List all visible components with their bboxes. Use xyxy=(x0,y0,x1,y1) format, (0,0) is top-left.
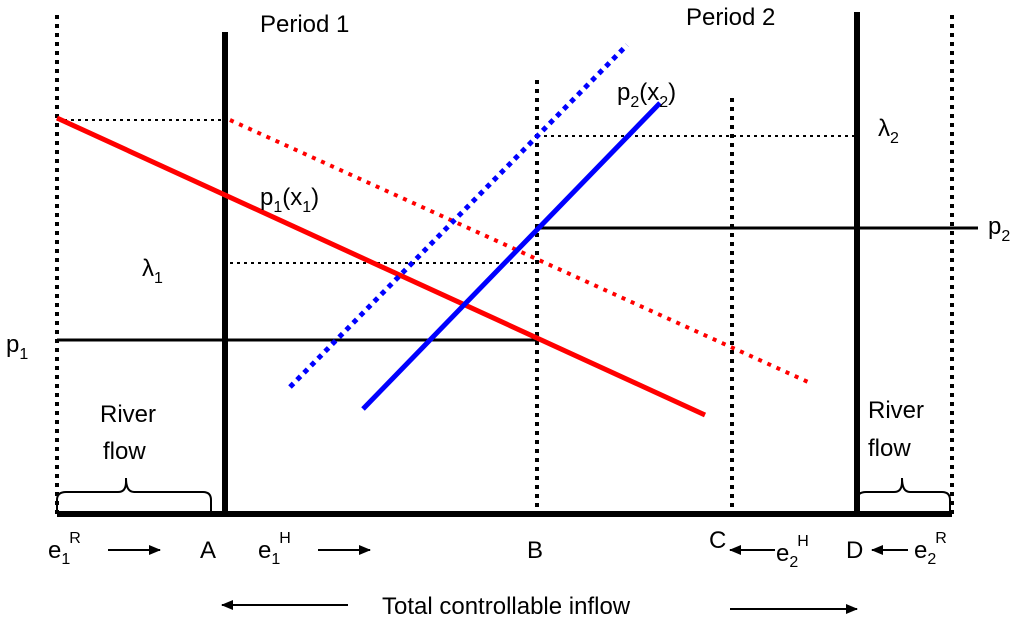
p1-label: p1 xyxy=(6,331,28,363)
label-a: A xyxy=(200,537,216,564)
red-solid-curve xyxy=(55,115,707,418)
label-d: D xyxy=(846,537,863,564)
river-flow-left-line1: River xyxy=(100,401,156,428)
label-b: B xyxy=(527,537,543,564)
right-brace xyxy=(856,477,951,512)
river-flow-right-line2: flow xyxy=(868,435,911,462)
blue-solid-curve xyxy=(361,101,662,411)
blue-dotted-curve xyxy=(288,43,629,389)
e2H-label: e2H xyxy=(776,533,809,571)
e2R-label: e2R xyxy=(914,530,947,568)
e1R-label: e1R xyxy=(48,530,81,568)
lambda1-label: λ1 xyxy=(142,255,163,287)
river-flow-right-line1: River xyxy=(868,397,924,424)
label-c: C xyxy=(709,527,726,554)
p2x2-label: p2(x2) xyxy=(617,79,676,111)
period1-label: Period 1 xyxy=(260,11,349,38)
e1H-label: e1H xyxy=(258,530,291,568)
total-inflow-label: Total controllable inflow xyxy=(382,593,631,620)
period2-label: Period 2 xyxy=(686,4,775,31)
p1x1-label: p1(x1) xyxy=(260,184,319,216)
lambda2-label: λ2 xyxy=(878,115,899,147)
river-flow-left-line2: flow xyxy=(103,438,146,465)
p2-label: p2 xyxy=(988,213,1010,245)
left-brace xyxy=(56,477,212,512)
